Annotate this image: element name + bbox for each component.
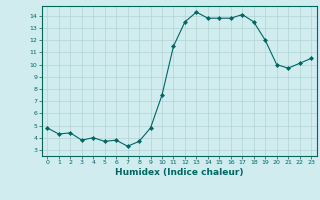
X-axis label: Humidex (Indice chaleur): Humidex (Indice chaleur) (115, 168, 244, 177)
